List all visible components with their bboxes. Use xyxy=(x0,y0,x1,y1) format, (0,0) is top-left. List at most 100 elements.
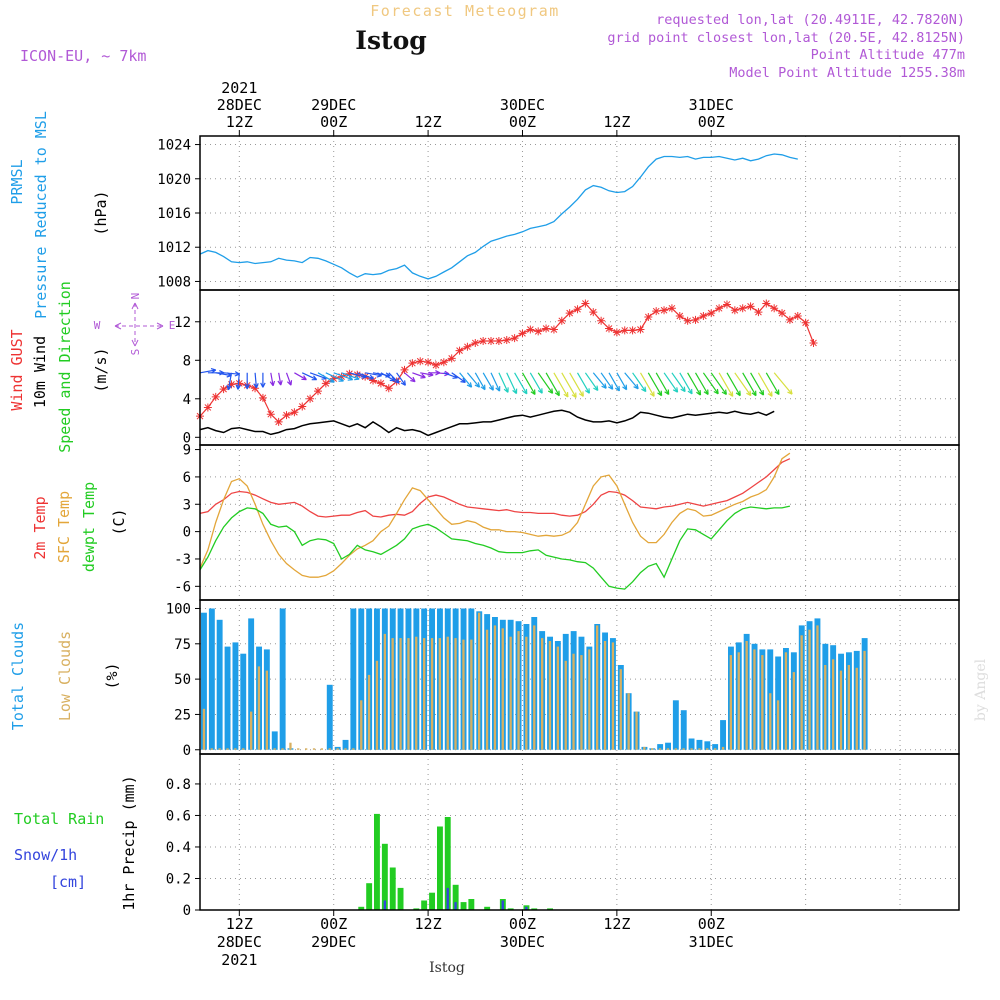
gust-marker xyxy=(251,384,260,393)
low-cloud-bar xyxy=(257,666,261,750)
low-cloud-bar xyxy=(305,748,308,750)
rain-bar xyxy=(366,883,373,910)
wind-direction-arrow xyxy=(750,372,765,396)
wind-direction-arrow xyxy=(490,372,501,392)
total-cloud-bar xyxy=(271,731,278,750)
low-cloud-bar xyxy=(690,748,693,750)
wind-direction-arrow xyxy=(632,372,647,393)
clouds-unit: (%) xyxy=(103,662,121,689)
total-cloud-bar xyxy=(704,741,711,750)
bottom-time-label: 00Z xyxy=(509,915,536,933)
wind-direction-arrow xyxy=(521,372,536,395)
gust-marker xyxy=(313,387,322,396)
gust-marker xyxy=(510,334,519,343)
low-cloud-bar xyxy=(824,665,827,750)
gust-marker xyxy=(644,312,653,321)
low-cloud-bar xyxy=(312,748,316,750)
wind-direction-arrow xyxy=(514,372,528,395)
top-time-label: 31DEC xyxy=(689,96,734,114)
panel-precip: 0 0.2 0.4 0.6 0.8 xyxy=(166,753,960,919)
compass-east: E xyxy=(169,319,176,332)
gust-marker xyxy=(597,316,606,325)
wind-unit: (m/s) xyxy=(92,347,110,392)
gust-marker xyxy=(549,325,558,334)
wind-direction-arrow xyxy=(600,372,614,390)
rain-bar xyxy=(358,906,365,910)
gust-marker xyxy=(471,338,480,347)
total-cloud-bar xyxy=(216,619,223,750)
total-cloud-bar xyxy=(232,642,239,750)
gust-marker xyxy=(620,326,629,335)
rain-bar xyxy=(374,813,380,910)
compass-arrow-e xyxy=(156,322,164,330)
y-tick-label: 1020 xyxy=(157,172,191,188)
gust-marker xyxy=(447,354,456,363)
low-cloud-bar xyxy=(320,748,323,750)
compass-north: N xyxy=(129,293,142,300)
total-cloud-bar xyxy=(201,612,207,750)
panel-frame xyxy=(199,753,960,911)
low-cloud-bar xyxy=(525,636,528,750)
y-tick-label: 3 xyxy=(183,497,191,513)
top-time-label: 28DEC xyxy=(217,96,262,114)
precip-unit: 1hr Precip (mm) xyxy=(120,775,138,910)
wind-direction-arrow xyxy=(226,372,233,391)
gust-marker xyxy=(431,361,440,370)
low-cloud-bar xyxy=(438,638,441,750)
wind-direction-arrow xyxy=(396,372,406,386)
low-cloud-bar xyxy=(832,659,835,750)
wind-direction-arrow xyxy=(341,372,360,381)
total-cloud-bar xyxy=(696,739,703,750)
top-time-label: 12Z xyxy=(603,113,630,131)
gust-marker xyxy=(738,304,747,313)
gust-marker xyxy=(369,376,378,385)
direction-label: Speed and Direction xyxy=(56,281,74,453)
low-cloud-bar xyxy=(572,653,575,750)
gust-marker xyxy=(376,379,385,388)
low-cloud-bar xyxy=(407,638,410,750)
low-cloud-bar xyxy=(839,670,843,750)
low-cloud-bar xyxy=(265,670,268,750)
y-tick-label: 0.6 xyxy=(166,808,191,824)
gust-marker xyxy=(424,358,433,367)
wind-direction-arrow xyxy=(545,372,560,397)
low-cloud-bar xyxy=(737,652,740,750)
compass-arrow-n xyxy=(131,302,139,310)
wind-direction-arrow xyxy=(294,372,307,381)
total-cloud-bar xyxy=(665,742,671,750)
wind-direction-arrow xyxy=(537,372,554,394)
gust-marker xyxy=(235,379,244,388)
gust-marker xyxy=(785,315,794,324)
low-cloud-bar xyxy=(478,612,481,750)
wind-direction-arrow xyxy=(333,372,354,381)
top-time-label: 00Z xyxy=(509,113,536,131)
requested-coords: requested lon,lat (20.4911E, 42.7820N) xyxy=(656,12,965,28)
low-cloud-bar xyxy=(383,633,386,750)
gust-marker xyxy=(573,305,582,314)
y-tick-label: 1008 xyxy=(157,274,191,290)
wind-direction-arrow xyxy=(616,372,628,391)
rain-bar xyxy=(381,843,388,910)
temp-unit: (C) xyxy=(110,508,128,535)
wind-direction-arrow xyxy=(235,372,242,390)
low-cloud-bar xyxy=(375,660,379,750)
gust-marker xyxy=(636,325,645,334)
wind-direction-arrow xyxy=(561,372,577,399)
low-cloud-bar xyxy=(360,700,363,750)
wind-direction-arrow xyxy=(380,372,396,382)
wind-direction-arrow xyxy=(655,372,670,395)
low-cloud-bar xyxy=(556,646,559,750)
bottom-time-label: 28DEC xyxy=(217,933,262,951)
gust-marker xyxy=(494,337,503,346)
gust-marker xyxy=(329,374,338,383)
y-tick-label: -6 xyxy=(174,579,191,595)
low-cloud-bar xyxy=(250,711,253,750)
low-cloud-bar xyxy=(847,665,850,750)
rain-label: Total Rain xyxy=(14,810,104,828)
gust-marker xyxy=(487,337,496,346)
total-cloud-bar xyxy=(657,744,664,750)
gust-marker xyxy=(534,327,543,336)
location-title: Istog xyxy=(355,26,426,55)
wind-direction-arrow xyxy=(529,372,543,394)
